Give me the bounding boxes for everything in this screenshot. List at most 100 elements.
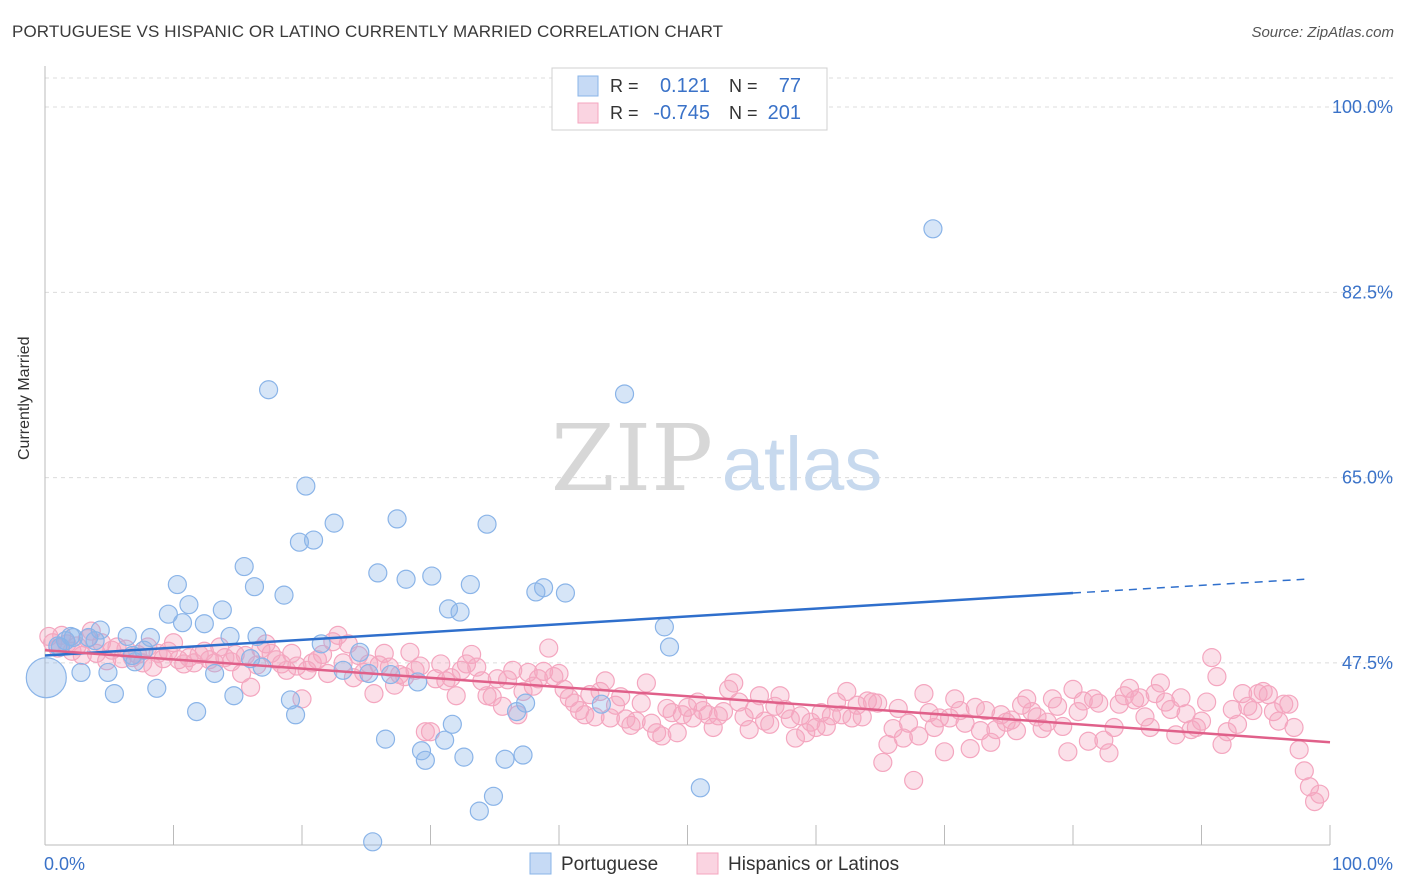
legend-r-value-2: -0.745 [653,102,710,124]
portuguese-point-76 [247,626,267,647]
hispanic-point-130 [703,717,723,738]
hispanic-point-118 [641,713,662,733]
x-tick-label-0: 0.0% [44,854,85,874]
hispanic-point-134 [724,673,744,693]
portuguese-point-43 [375,729,396,749]
portuguese-point-39 [350,642,370,662]
portuguese-point-4 [71,662,91,683]
portuguese-point-30 [274,585,294,605]
hispanic-point-145 [780,709,800,729]
hispanic-point-211 [1119,678,1140,698]
hispanic-point-98 [539,638,559,658]
portuguese-trend-dashed [1072,578,1305,594]
hispanic-point-248 [1310,784,1330,804]
hispanic-point-221 [1171,688,1191,708]
portuguese-point-15 [158,604,178,624]
hispanic-point-123 [667,723,687,743]
hispanic-point-185 [986,719,1006,740]
source-label: Source: ZipAtlas.com [1251,24,1394,41]
hispanic-point-238 [1258,685,1278,705]
hispanic-point-75 [420,722,441,742]
hispanic-point-87 [482,687,502,707]
portuguese-point-63 [515,693,536,713]
hispanic-point-215 [1140,717,1160,738]
hispanic-point-191 [1017,689,1037,709]
legend-r-label-2: R = [610,103,639,123]
portuguese-point-70 [659,637,680,657]
hispanic-point-243 [1284,717,1304,738]
hispanic-point-232 [1227,714,1248,734]
hispanic-point-207 [1099,743,1119,763]
portuguese-point-27 [244,577,265,597]
bottom-legend-swatch-portuguese [529,852,552,875]
hispanic-point-129 [698,705,718,725]
hispanic-point-217 [1150,673,1170,693]
hispanic-point-149 [801,712,821,732]
portuguese-point-22 [212,600,232,620]
portuguese-point-19 [187,701,207,722]
portuguese-point-66 [555,583,576,603]
hispanic-point-163 [873,752,893,773]
hispanic-point-214 [1135,707,1155,727]
portuguese-point-34 [296,476,316,496]
portuguese-point-17 [172,613,193,633]
legend-r-label-1: R = [610,76,639,96]
portuguese-point-16 [167,574,187,595]
hispanic-point-64 [364,683,384,704]
hispanic-point-175 [934,742,955,762]
y-tick-label-0: 47.5% [1342,653,1393,673]
hispanic-point-183 [976,700,996,721]
tick-labels: 47.5% 65.0% 82.5% 100.0% 0.0% 100.0% [44,97,1393,874]
hispanic-point-244 [1289,740,1309,760]
portuguese-trend-solid [44,591,1074,657]
hispanic-point-237 [1253,681,1273,702]
bottom-legend-label-portuguese: Portuguese [561,854,658,875]
legend-n-label-1: N = [729,76,758,96]
hispanic-point-82 [456,654,477,674]
hispanic-point-179 [955,713,975,733]
hispanic-point-148 [796,723,816,743]
hispanic-point-245 [1294,761,1314,781]
hispanic-point-242 [1279,694,1299,714]
hispanic-point-116 [631,693,651,713]
hispanic-point-235 [1243,700,1263,721]
portuguese-point-41 [363,832,383,852]
hispanic-point-155 [832,705,852,725]
y-tick-label-3: 100.0% [1332,97,1393,117]
y-tick-label-2: 82.5% [1342,282,1393,302]
portuguese-point-33 [289,532,310,552]
portuguese-point-74 [61,626,81,647]
watermark-zip: ZIP [551,405,713,512]
hispanic-point-173 [924,717,944,738]
portuguese-point-67 [591,694,612,714]
hispanic-point-213 [1130,688,1150,708]
hispanic-point-176 [940,708,960,728]
hispanic-point-169 [904,770,924,791]
hispanic-point-227 [1202,648,1222,668]
hispanic-point-205 [1089,693,1109,713]
portuguese-point-69 [654,617,674,637]
portuguese-point-32 [285,705,306,725]
portuguese-point-24 [224,686,244,706]
portuguese-point-25 [234,556,254,577]
portuguese-point-37 [324,513,344,533]
hispanic-point-44 [261,643,281,663]
portuguese-point-29 [258,380,279,400]
hispanic-point-168 [898,713,919,733]
portuguese-point-51 [435,730,455,750]
hispanic-point-162 [868,693,888,713]
hispanic-point-91 [503,660,523,680]
hispanic-point-97 [533,661,554,681]
portuguese-point-13 [140,627,160,648]
hispanic-point-228 [1207,667,1227,687]
hispanic-point-167 [893,728,913,748]
hispanic-point-78 [436,671,456,691]
hispanic-point-48 [282,643,302,663]
hispanic-point-115 [626,711,646,731]
trend-lines [44,578,1331,744]
portuguese-point-20 [194,614,214,634]
hispanic-point-140 [754,711,775,731]
hispanic-point-201 [1068,701,1088,722]
portuguese-point-8 [98,662,118,683]
